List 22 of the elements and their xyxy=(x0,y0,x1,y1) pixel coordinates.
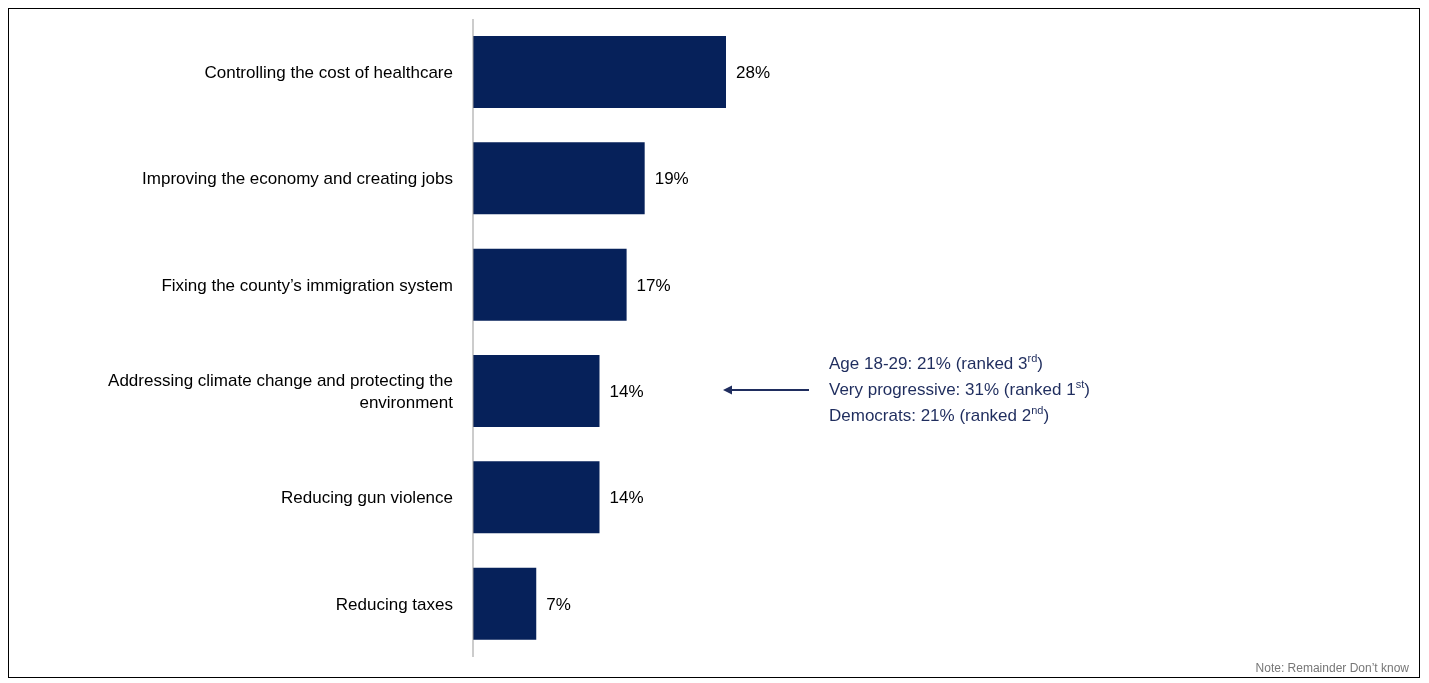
data-label: 14% xyxy=(609,488,644,508)
bar xyxy=(473,355,600,427)
text: Note: Remainder Don’t know xyxy=(1255,661,1409,675)
y-tick-label: Controlling the cost of healthcare xyxy=(204,63,453,83)
y-tick-label: Fixing the county’s immigration system xyxy=(161,275,453,295)
text: Democrats: 21% (ranked 2$^{nd}$) xyxy=(829,403,1051,428)
text: Age 18-29: 21% (ranked 3$^{rd}$) xyxy=(829,351,1044,376)
bar xyxy=(473,461,600,534)
data-label: 28% xyxy=(736,63,771,83)
bar xyxy=(473,36,726,108)
data-label: 17% xyxy=(636,275,671,295)
bar xyxy=(473,142,645,215)
y-tick-label: Improving the economy and creating jobs xyxy=(142,169,453,189)
text: Very progressive: 31% (ranked 1$^{st}$) xyxy=(829,377,1090,402)
y-tick-label: Reducing taxes xyxy=(335,594,453,614)
data-label: 7% xyxy=(546,594,571,614)
y-tick-label: Reducing gun violence xyxy=(280,488,453,508)
data-label: 19% xyxy=(654,169,689,189)
bar xyxy=(473,248,627,321)
bar xyxy=(473,567,537,640)
data-label: 14% xyxy=(609,382,644,402)
y-tick-label: Addressing climate change and protecting the environment xyxy=(108,371,454,413)
